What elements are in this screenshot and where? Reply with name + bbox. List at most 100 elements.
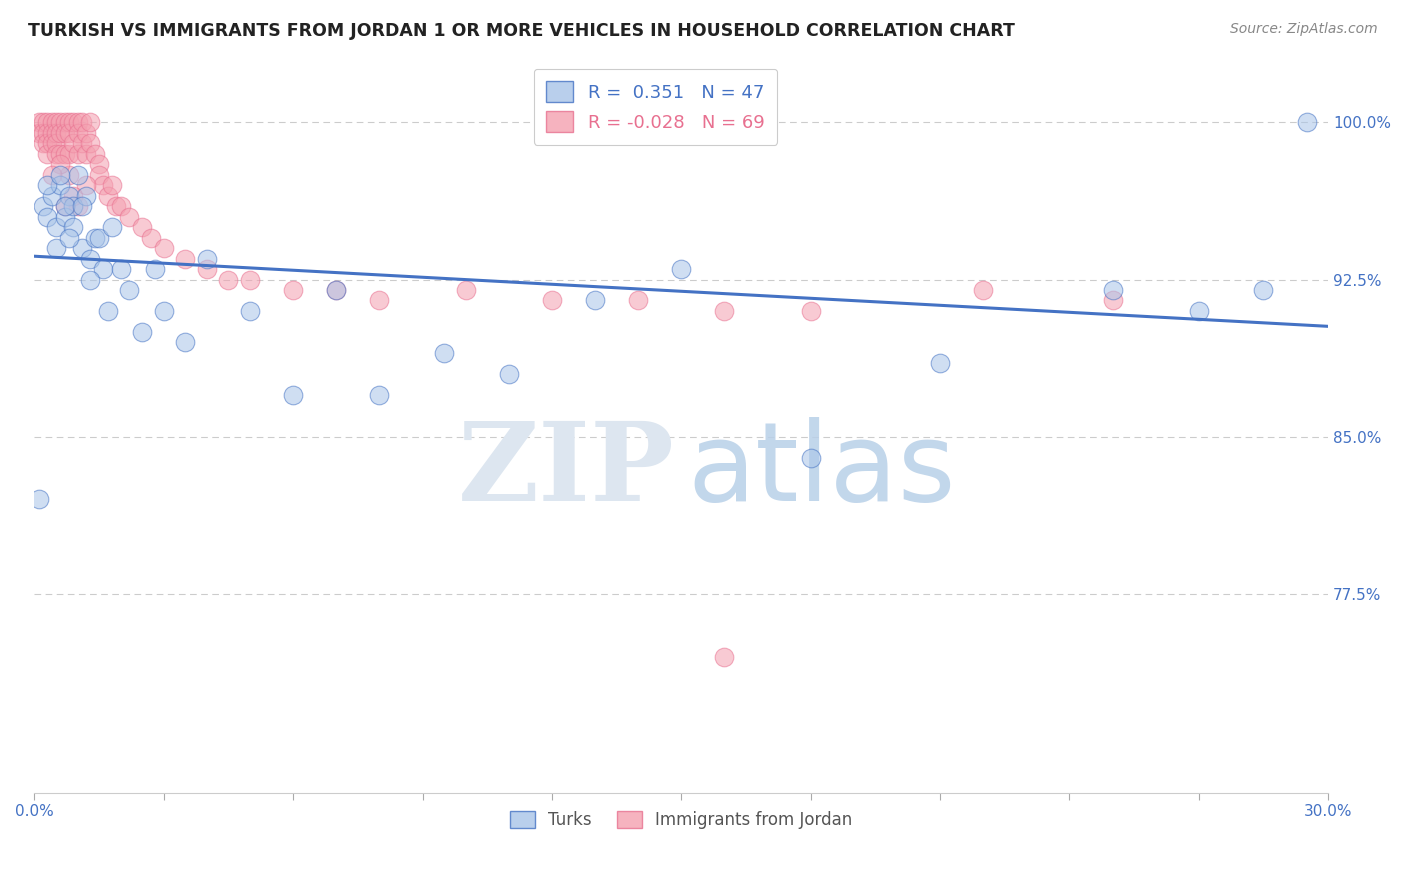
Point <box>53 199 76 213</box>
Point <box>217 272 239 286</box>
Point <box>28 492 51 507</box>
Point <box>583 293 606 308</box>
Point <box>37 146 59 161</box>
Point <box>49 168 72 182</box>
Point <box>41 126 63 140</box>
Point <box>58 168 80 182</box>
Point <box>41 136 63 151</box>
Point <box>195 262 218 277</box>
Point <box>368 293 391 308</box>
Point <box>131 325 153 339</box>
Point <box>325 283 347 297</box>
Point <box>37 136 59 151</box>
Point <box>713 649 735 664</box>
Point <box>66 126 89 140</box>
Point <box>32 126 55 140</box>
Point <box>58 230 80 244</box>
Point <box>239 304 262 318</box>
Point <box>79 115 101 129</box>
Point <box>97 304 120 318</box>
Point <box>800 450 823 465</box>
Point <box>49 157 72 171</box>
Point <box>37 126 59 140</box>
Point <box>1295 115 1317 129</box>
Point <box>454 283 477 297</box>
Point <box>41 188 63 202</box>
Point <box>87 168 110 182</box>
Point <box>53 146 76 161</box>
Point <box>66 146 89 161</box>
Point <box>101 220 124 235</box>
Point <box>45 136 67 151</box>
Point <box>58 146 80 161</box>
Point <box>75 126 97 140</box>
Point <box>70 241 93 255</box>
Point <box>281 388 304 402</box>
Point <box>195 252 218 266</box>
Point <box>87 157 110 171</box>
Point <box>49 146 72 161</box>
Point <box>66 168 89 182</box>
Point <box>53 115 76 129</box>
Point <box>87 230 110 244</box>
Point <box>101 178 124 193</box>
Point <box>28 126 51 140</box>
Point <box>62 188 84 202</box>
Point <box>75 146 97 161</box>
Point <box>45 115 67 129</box>
Point <box>49 115 72 129</box>
Point <box>37 210 59 224</box>
Point <box>28 115 51 129</box>
Point <box>75 178 97 193</box>
Point <box>70 199 93 213</box>
Point <box>41 168 63 182</box>
Point <box>93 262 115 277</box>
Point <box>62 199 84 213</box>
Point <box>368 388 391 402</box>
Point <box>627 293 650 308</box>
Point <box>37 178 59 193</box>
Point <box>45 220 67 235</box>
Point <box>37 115 59 129</box>
Point <box>97 188 120 202</box>
Point <box>143 262 166 277</box>
Point <box>53 199 76 213</box>
Point <box>325 283 347 297</box>
Point <box>118 283 141 297</box>
Text: TURKISH VS IMMIGRANTS FROM JORDAN 1 OR MORE VEHICLES IN HOUSEHOLD CORRELATION CH: TURKISH VS IMMIGRANTS FROM JORDAN 1 OR M… <box>28 22 1015 40</box>
Point <box>110 262 132 277</box>
Point <box>1188 304 1211 318</box>
Point <box>131 220 153 235</box>
Point <box>110 199 132 213</box>
Point <box>498 367 520 381</box>
Point <box>62 115 84 129</box>
Point <box>93 178 115 193</box>
Point <box>58 115 80 129</box>
Text: atlas: atlas <box>688 417 956 524</box>
Point <box>174 335 197 350</box>
Point <box>1101 293 1123 308</box>
Point <box>62 136 84 151</box>
Point <box>281 283 304 297</box>
Point <box>53 126 76 140</box>
Point <box>79 252 101 266</box>
Point <box>62 220 84 235</box>
Point <box>75 188 97 202</box>
Point <box>929 356 952 370</box>
Point <box>152 241 174 255</box>
Point <box>58 126 80 140</box>
Point <box>433 346 456 360</box>
Point <box>800 304 823 318</box>
Text: Source: ZipAtlas.com: Source: ZipAtlas.com <box>1230 22 1378 37</box>
Point <box>972 283 994 297</box>
Point <box>32 199 55 213</box>
Point <box>32 136 55 151</box>
Point <box>53 210 76 224</box>
Text: ZIP: ZIP <box>458 417 675 524</box>
Point <box>713 304 735 318</box>
Point <box>32 115 55 129</box>
Point <box>66 199 89 213</box>
Point <box>49 178 72 193</box>
Point <box>152 304 174 318</box>
Point <box>118 210 141 224</box>
